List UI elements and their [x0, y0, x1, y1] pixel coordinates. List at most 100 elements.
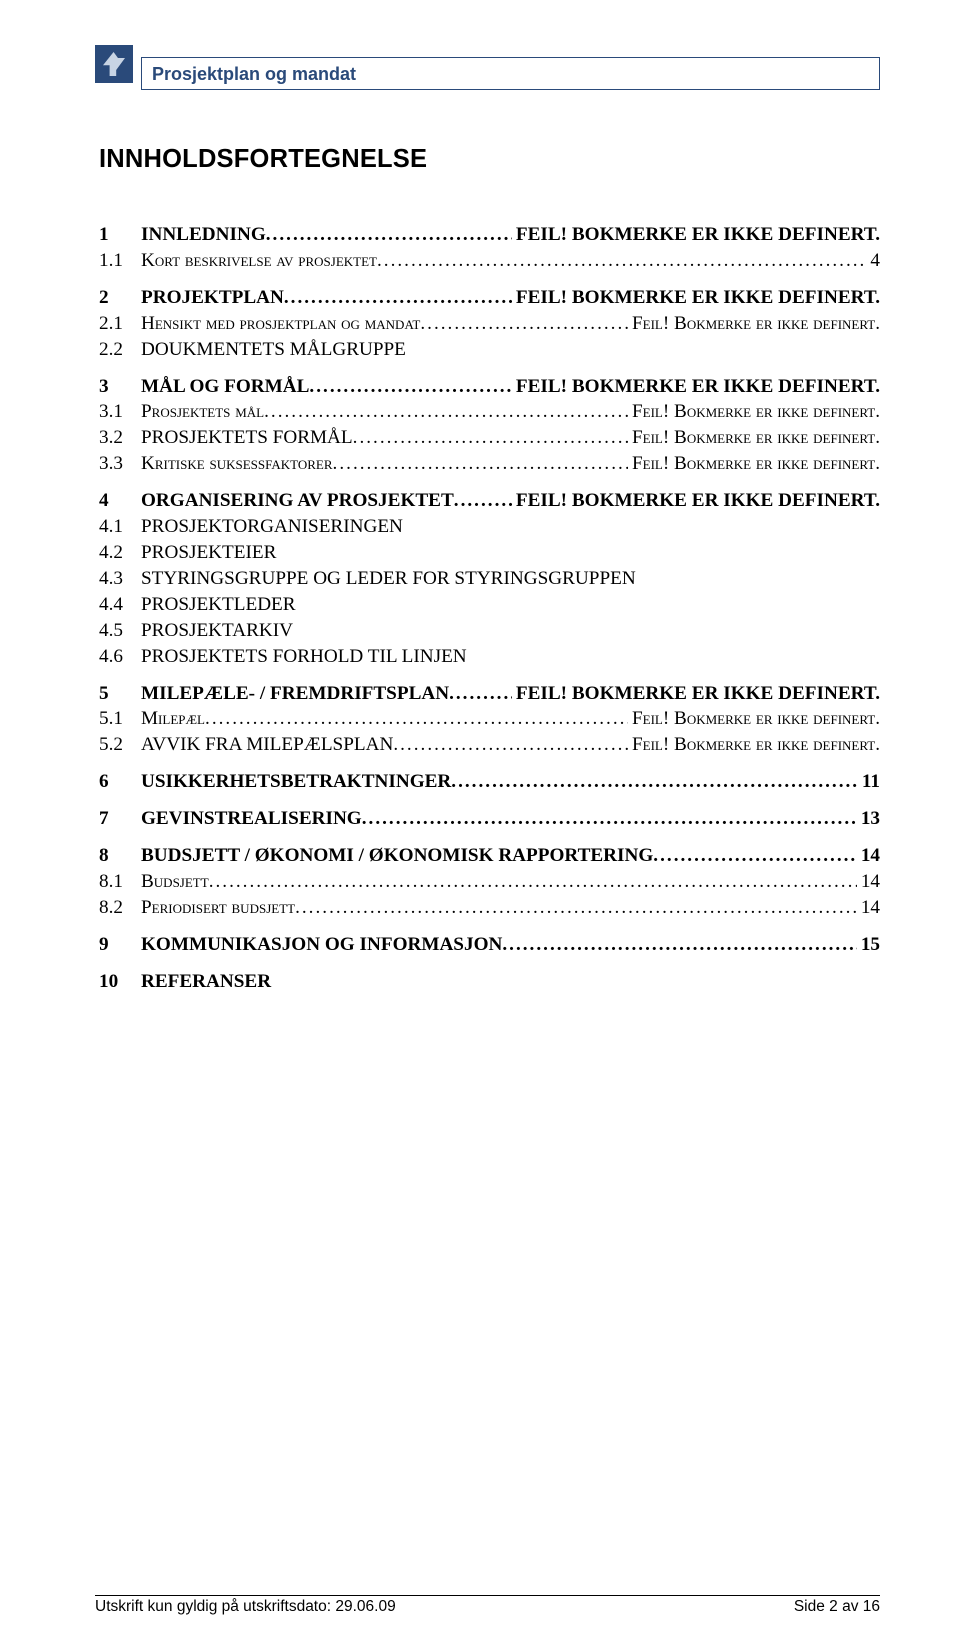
toc-label: PROJEKTPLAN — [141, 288, 284, 307]
toc-page: Feil! Bokmerke er ikke definert. — [628, 314, 880, 333]
toc-label: INNLEDNING — [141, 225, 266, 244]
toc-entry: 2.1 Hensikt med prosjektplan og mandat F… — [99, 310, 880, 336]
toc-leader — [205, 709, 628, 728]
toc-number: 4.1 — [99, 517, 141, 536]
toc-page: 14 — [857, 898, 880, 917]
footer-print-date: Utskrift kun gyldig på utskriftsdato: 29… — [95, 1598, 396, 1616]
toc-number: 3.3 — [99, 454, 141, 473]
toc-page: 11 — [858, 772, 880, 791]
toc-number: 2 — [99, 288, 141, 307]
toc-page: 14 — [857, 872, 880, 891]
toc-label: MÅL OG FORMÅL — [141, 377, 309, 396]
toc-number: 5 — [99, 684, 141, 703]
toc-number: 1.1 — [99, 251, 141, 270]
toc-leader — [449, 684, 512, 703]
toc-label: REFERANSER — [141, 972, 271, 991]
toc-entry: 8.1 Budsjett 14 — [99, 868, 880, 894]
toc-page: Feil! Bokmerke er ikke definert. — [628, 709, 880, 728]
toc-entry: 8.2 Periodisert budsjett 14 — [99, 894, 880, 920]
toc-page: 15 — [857, 935, 880, 954]
logo-icon — [95, 45, 133, 83]
toc-label: PROSJEKTARKIV — [141, 621, 293, 640]
toc-entry: 3.2 PROSJEKTETS FORMÅL Feil! Bokmerke er… — [99, 425, 880, 451]
toc-entry: 5.1 Milepæl Feil! Bokmerke er ikke defin… — [99, 706, 880, 732]
toc-page: FEIL! BOKMERKE ER IKKE DEFINERT. — [512, 288, 880, 307]
toc-number: 4.4 — [99, 595, 141, 614]
toc-entry: 4.6 PROSJEKTETS FORHOLD TIL LINJEN — [99, 643, 880, 669]
toc-number: 5.1 — [99, 709, 141, 728]
toc-leader — [295, 898, 857, 917]
toc-label: USIKKERHETSBETRAKTNINGER — [141, 772, 451, 791]
toc-entry: 6 USIKKERHETSBETRAKTNINGER 11 — [99, 769, 880, 795]
toc-leader — [284, 288, 512, 307]
toc-number: 4.2 — [99, 543, 141, 562]
toc-number: 8.1 — [99, 872, 141, 891]
toc-entry: 4 ORGANISERING AV PROSJEKTET FEIL! BOKME… — [99, 488, 880, 514]
toc-leader — [362, 809, 857, 828]
toc-entry: 7 GEVINSTREALISERING 13 — [99, 806, 880, 832]
toc-number: 4.3 — [99, 569, 141, 588]
toc-entry: 4.4 PROSJEKTLEDER — [99, 591, 880, 617]
toc-entry: 2 PROJEKTPLAN FEIL! BOKMERKE ER IKKE DEF… — [99, 285, 880, 311]
toc-number: 7 — [99, 809, 141, 828]
toc-leader — [377, 251, 866, 270]
toc-number: 3.1 — [99, 402, 141, 421]
toc-leader — [266, 225, 512, 244]
footer-divider — [95, 1595, 880, 1596]
toc-label: KOMMUNIKASJON OG INFORMASJON — [141, 935, 502, 954]
toc-label: AVVIK FRA MILEPÆLSPLAN — [141, 735, 393, 754]
toc-page: 13 — [857, 809, 880, 828]
toc-page: FEIL! BOKMERKE ER IKKE DEFINERT. — [512, 491, 880, 510]
toc-label: PROSJEKTORGANISERINGEN — [141, 517, 403, 536]
toc-leader — [653, 846, 857, 865]
toc-entry: 4.3 STYRINGSGRUPPE OG LEDER FOR STYRINGS… — [99, 565, 880, 591]
title-bar: Prosjektplan og mandat — [141, 57, 880, 90]
toc-page: Feil! Bokmerke er ikke definert. — [628, 402, 880, 421]
toc-label: Budsjett — [141, 872, 209, 891]
toc-page: FEIL! BOKMERKE ER IKKE DEFINERT. — [512, 225, 880, 244]
toc-label: PROSJEKTLEDER — [141, 595, 296, 614]
toc-label: PROSJEKTEIER — [141, 543, 276, 562]
toc-label: Kritiske suksessfaktorer — [141, 454, 333, 473]
toc-entry: 3.1 Prosjektets mål Feil! Bokmerke er ik… — [99, 399, 880, 425]
toc-number: 9 — [99, 935, 141, 954]
toc-number: 5.2 — [99, 735, 141, 754]
toc-label: STYRINGSGRUPPE OG LEDER FOR STYRINGSGRUP… — [141, 569, 636, 588]
toc-entry: 1.1 Kort beskrivelse av prosjektet 4 — [99, 248, 880, 274]
toc-entry: 3.3 Kritiske suksessfaktorer Feil! Bokme… — [99, 451, 880, 477]
toc-page: Feil! Bokmerke er ikke definert. — [628, 454, 880, 473]
toc-label: Periodisert budsjett — [141, 898, 295, 917]
toc-label: DOUKMENTETS MÅLGRUPPE — [141, 340, 406, 359]
toc-label: Milepæl — [141, 709, 205, 728]
toc-leader — [353, 428, 628, 447]
toc-label: BUDSJETT / ØKONOMI / ØKONOMISK RAPPORTER… — [141, 846, 653, 865]
toc-number: 4 — [99, 491, 141, 510]
toc-number: 3.2 — [99, 428, 141, 447]
toc-leader — [209, 872, 857, 891]
toc-label: PROSJEKTETS FORMÅL — [141, 428, 353, 447]
footer: Utskrift kun gyldig på utskriftsdato: 29… — [95, 1595, 880, 1616]
toc-number: 10 — [99, 972, 141, 991]
toc-entry: 4.1 PROSJEKTORGANISERINGEN — [99, 513, 880, 539]
toc-number: 8.2 — [99, 898, 141, 917]
toc-number: 8 — [99, 846, 141, 865]
toc-page: Feil! Bokmerke er ikke definert. — [628, 735, 880, 754]
toc-page: FEIL! BOKMERKE ER IKKE DEFINERT. — [512, 377, 880, 396]
toc-entry: 3 MÅL OG FORMÅL FEIL! BOKMERKE ER IKKE D… — [99, 373, 880, 399]
toc-heading: INNHOLDSFORTEGNELSE — [99, 145, 880, 174]
toc-leader — [333, 454, 628, 473]
toc-entry: 4.5 PROSJEKTARKIV — [99, 617, 880, 643]
toc-entry: 8 BUDSJETT / ØKONOMI / ØKONOMISK RAPPORT… — [99, 843, 880, 869]
toc-entry: 10 REFERANSER — [99, 968, 880, 994]
toc-entry: 2.2 DOUKMENTETS MÅLGRUPPE — [99, 336, 880, 362]
footer-page-number: Side 2 av 16 — [794, 1598, 880, 1616]
toc-number: 3 — [99, 377, 141, 396]
toc-number: 4.5 — [99, 621, 141, 640]
toc-number: 1 — [99, 225, 141, 244]
toc-page: Feil! Bokmerke er ikke definert. — [628, 428, 880, 447]
toc-label: MILEPÆLE- / FREMDRIFTSPLAN — [141, 684, 449, 703]
toc-leader — [454, 491, 512, 510]
toc-label: Kort beskrivelse av prosjektet — [141, 251, 377, 270]
toc-label: PROSJEKTETS FORHOLD TIL LINJEN — [141, 647, 467, 666]
toc-number: 6 — [99, 772, 141, 791]
